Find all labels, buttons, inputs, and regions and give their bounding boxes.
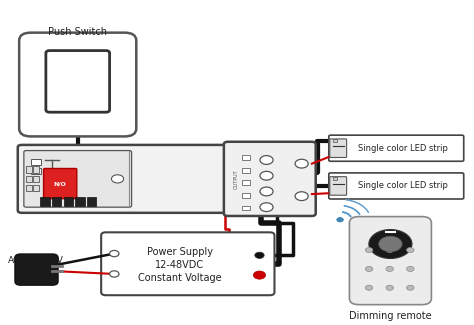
FancyBboxPatch shape (19, 32, 137, 136)
Circle shape (386, 285, 393, 290)
Text: Single color LED strip: Single color LED strip (358, 144, 448, 153)
Circle shape (379, 236, 402, 252)
Circle shape (369, 229, 412, 258)
FancyBboxPatch shape (329, 135, 464, 161)
Circle shape (337, 217, 343, 222)
FancyBboxPatch shape (46, 51, 109, 112)
Circle shape (365, 266, 373, 271)
Bar (33, 185, 39, 191)
Bar (31, 168, 41, 174)
Bar (31, 159, 41, 165)
Circle shape (365, 248, 373, 253)
Text: Constant Voltage: Constant Voltage (138, 273, 221, 283)
Text: Single color LED strip: Single color LED strip (358, 181, 448, 190)
Text: N/O: N/O (54, 181, 66, 186)
Text: Power Supply: Power Supply (146, 247, 213, 257)
Bar (33, 176, 39, 182)
Circle shape (407, 266, 414, 271)
Bar (242, 193, 250, 198)
Circle shape (295, 159, 308, 168)
Circle shape (295, 192, 308, 201)
Bar (242, 155, 250, 160)
FancyBboxPatch shape (330, 139, 346, 158)
Bar (333, 139, 337, 142)
FancyBboxPatch shape (329, 173, 464, 199)
Bar (26, 166, 32, 173)
FancyBboxPatch shape (15, 254, 58, 285)
Bar (75, 197, 85, 206)
Circle shape (109, 251, 119, 257)
Circle shape (260, 203, 273, 212)
Circle shape (407, 285, 414, 290)
Circle shape (254, 271, 265, 279)
Text: Push Switch: Push Switch (48, 27, 107, 37)
Circle shape (260, 156, 273, 164)
Circle shape (386, 248, 393, 253)
Circle shape (255, 252, 264, 258)
Circle shape (386, 266, 393, 271)
Bar (242, 206, 250, 210)
Bar (52, 197, 61, 206)
Text: Dimming remote: Dimming remote (349, 311, 432, 321)
Bar (26, 176, 32, 182)
Circle shape (365, 285, 373, 290)
Circle shape (407, 248, 414, 253)
FancyBboxPatch shape (349, 216, 431, 305)
Bar (40, 197, 50, 206)
FancyBboxPatch shape (101, 232, 274, 295)
FancyBboxPatch shape (330, 177, 346, 195)
Text: AC100-240V: AC100-240V (8, 256, 64, 266)
FancyBboxPatch shape (44, 168, 77, 199)
Circle shape (111, 175, 124, 183)
Circle shape (260, 187, 273, 196)
FancyBboxPatch shape (24, 150, 132, 207)
Circle shape (260, 171, 273, 180)
Bar (333, 177, 337, 180)
Text: 12-48VDC: 12-48VDC (155, 260, 204, 270)
FancyBboxPatch shape (224, 142, 316, 216)
Bar (242, 168, 250, 173)
Bar (242, 180, 250, 185)
Bar (26, 185, 32, 191)
Bar (87, 197, 97, 206)
Bar (33, 166, 39, 173)
Bar (64, 197, 73, 206)
Circle shape (109, 271, 119, 277)
FancyBboxPatch shape (18, 145, 316, 213)
Text: OUTPUT: OUTPUT (234, 169, 238, 189)
